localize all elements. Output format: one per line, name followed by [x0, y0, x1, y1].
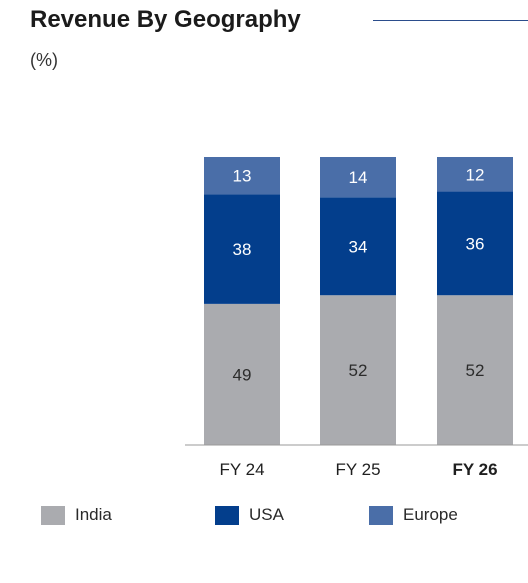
- legend-label-india: India: [75, 505, 112, 524]
- legend-label-usa: USA: [249, 505, 284, 524]
- data-label-europe-fy-25: 14: [349, 168, 368, 187]
- legend-swatch-europe: [369, 505, 393, 525]
- data-label-usa-fy-25: 34: [349, 237, 368, 256]
- x-tick-label-fy-24: FY 24: [219, 460, 264, 479]
- bar-europe-fy-24: [204, 157, 280, 195]
- bar-europe-fy-26: [437, 157, 513, 192]
- bar-india-fy-25: [320, 295, 396, 445]
- legend-item-usa: USA: [215, 505, 284, 525]
- data-label-india-fy-26: 52: [466, 361, 485, 380]
- chart-subtitle: (%): [30, 50, 58, 70]
- data-label-europe-fy-24: 13: [233, 167, 252, 186]
- bar-india-fy-26: [437, 295, 513, 445]
- bar-usa-fy-25: [320, 197, 396, 296]
- legend-swatch-usa: [215, 505, 239, 525]
- data-label-india-fy-24: 49: [233, 365, 252, 384]
- data-label-europe-fy-26: 12: [466, 165, 485, 184]
- x-tick-label-fy-25: FY 25: [335, 460, 380, 479]
- legend-label-europe: Europe: [403, 505, 458, 524]
- title-divider: [373, 20, 528, 21]
- bar-usa-fy-24: [204, 194, 280, 304]
- chart-title: Revenue By Geography: [30, 6, 301, 33]
- data-label-india-fy-25: 52: [349, 361, 368, 380]
- legend-swatch-india: [41, 505, 65, 525]
- bar-india-fy-24: [204, 303, 280, 445]
- x-tick-label-fy-26: FY 26: [452, 460, 497, 479]
- bar-usa-fy-26: [437, 191, 513, 296]
- bar-europe-fy-25: [320, 157, 396, 198]
- data-label-usa-fy-26: 36: [466, 234, 485, 253]
- legend-item-india: India: [41, 505, 112, 525]
- data-label-usa-fy-24: 38: [233, 240, 252, 259]
- legend-item-europe: Europe: [369, 505, 458, 525]
